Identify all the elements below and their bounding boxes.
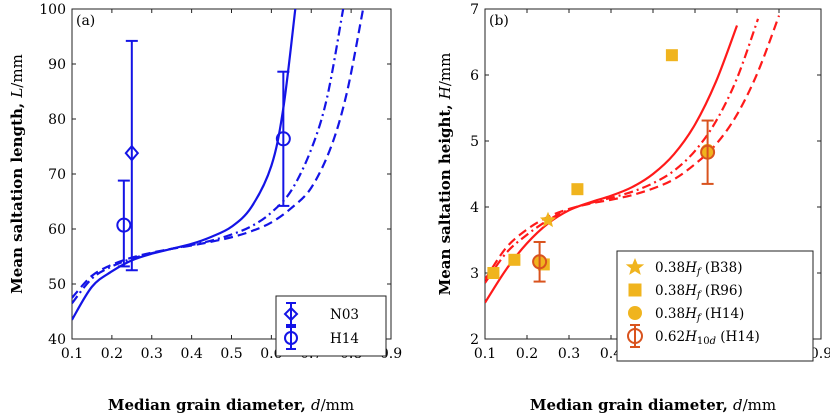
data-points — [487, 49, 716, 283]
legend-marker-h14 — [284, 326, 298, 350]
legend-marker-h14-open — [627, 324, 643, 348]
curve-dashdot — [485, 18, 760, 284]
y-tick-label: 70 — [48, 167, 66, 183]
data-point-circle — [700, 119, 716, 185]
x-axis-label: Median grain diameter, d/mm — [108, 396, 354, 414]
marker — [487, 267, 500, 279]
data-point-square — [487, 267, 500, 279]
y-axis-label: Mean saltation height, H/mm — [436, 53, 454, 296]
y-axis-label: Mean saltation length, L/mm — [8, 54, 26, 294]
y-tick-label: 2 — [470, 332, 479, 348]
x-tick-label: 0.2 — [516, 346, 538, 362]
marker — [532, 254, 548, 270]
legend-label-h14: H14 — [330, 331, 359, 347]
x-tick-label: 0.4 — [180, 346, 202, 362]
legend-marker-h14-filled — [628, 306, 642, 320]
plot-frame — [71, 8, 392, 340]
legend-label-b38: 0.38Hf (B38) — [655, 260, 742, 278]
data-point-circle — [275, 70, 291, 207]
y-tick-label: 60 — [48, 222, 66, 238]
legend-marker-r96 — [628, 283, 642, 297]
y-tick-label: 6 — [470, 68, 479, 84]
data-point-circle — [532, 240, 548, 283]
x-tick-label: 0.1 — [474, 346, 496, 362]
y-tick-labels: 2 3 4 5 6 7 — [470, 2, 479, 348]
data-point-star — [539, 211, 557, 228]
y-tick-label: 4 — [470, 200, 479, 216]
marker — [571, 183, 584, 196]
legend: N03 H14 — [275, 295, 387, 357]
marker — [539, 211, 557, 228]
legend-label-h14-filled: 0.38Hf (H14) — [655, 306, 744, 324]
x-tick-label: 0.2 — [101, 346, 123, 362]
panel-label: (b) — [489, 13, 509, 29]
y-tick-label: 100 — [39, 2, 66, 18]
legend-label-r96: 0.38Hf (R96) — [655, 283, 743, 301]
x-tick-label: 0.1 — [61, 346, 83, 362]
panel-label: (a) — [76, 13, 95, 29]
y-tick-label: 3 — [470, 266, 479, 282]
y-tick-labels: 40 50 60 70 80 90 100 — [39, 2, 66, 348]
y-tick-label: 80 — [48, 112, 66, 128]
legend-marker-n03 — [283, 302, 299, 326]
y-tick-label: 7 — [470, 2, 479, 18]
x-tick-label: 0.3 — [141, 346, 163, 362]
marker — [665, 49, 678, 62]
model-curves — [72, 9, 365, 321]
legend-label-n03: N03 — [330, 307, 359, 323]
legend-box — [616, 250, 814, 362]
curve-solid — [485, 25, 739, 304]
data-point-square — [571, 183, 584, 196]
marker — [508, 253, 521, 266]
data-points — [116, 39, 291, 272]
legend-label-h14-open: 0.62H10d (H14) — [655, 329, 760, 347]
y-tick-label: 40 — [48, 332, 66, 348]
y-tick-label: 5 — [470, 134, 479, 150]
x-tick-label: 0.9 — [810, 346, 830, 362]
marker — [700, 144, 716, 160]
legend: 0.38Hf (B38) 0.38Hf (R96) 0.38Hf (H14) 0… — [616, 250, 814, 362]
model-curves — [485, 15, 781, 304]
marker — [116, 217, 132, 233]
marker — [275, 131, 291, 147]
legend-marker-b38 — [625, 258, 645, 275]
data-point-square — [508, 253, 521, 266]
marker — [124, 144, 140, 162]
data-point-square — [665, 49, 678, 62]
panel-a: 0.10.20.30.40.50.60.70.80.9 405060708090… — [8, 2, 402, 414]
data-point-circle — [116, 179, 132, 268]
x-tick-label: 0.3 — [558, 346, 580, 362]
x-axis-label: Median grain diameter, d/mm — [530, 396, 776, 414]
data-point-diamond — [124, 39, 140, 272]
x-tick-label: 0.5 — [220, 346, 242, 362]
y-tick-label: 90 — [48, 57, 66, 73]
y-tick-label: 50 — [48, 277, 66, 293]
curve-dashed — [72, 9, 365, 299]
curve-dashed — [485, 15, 781, 281]
